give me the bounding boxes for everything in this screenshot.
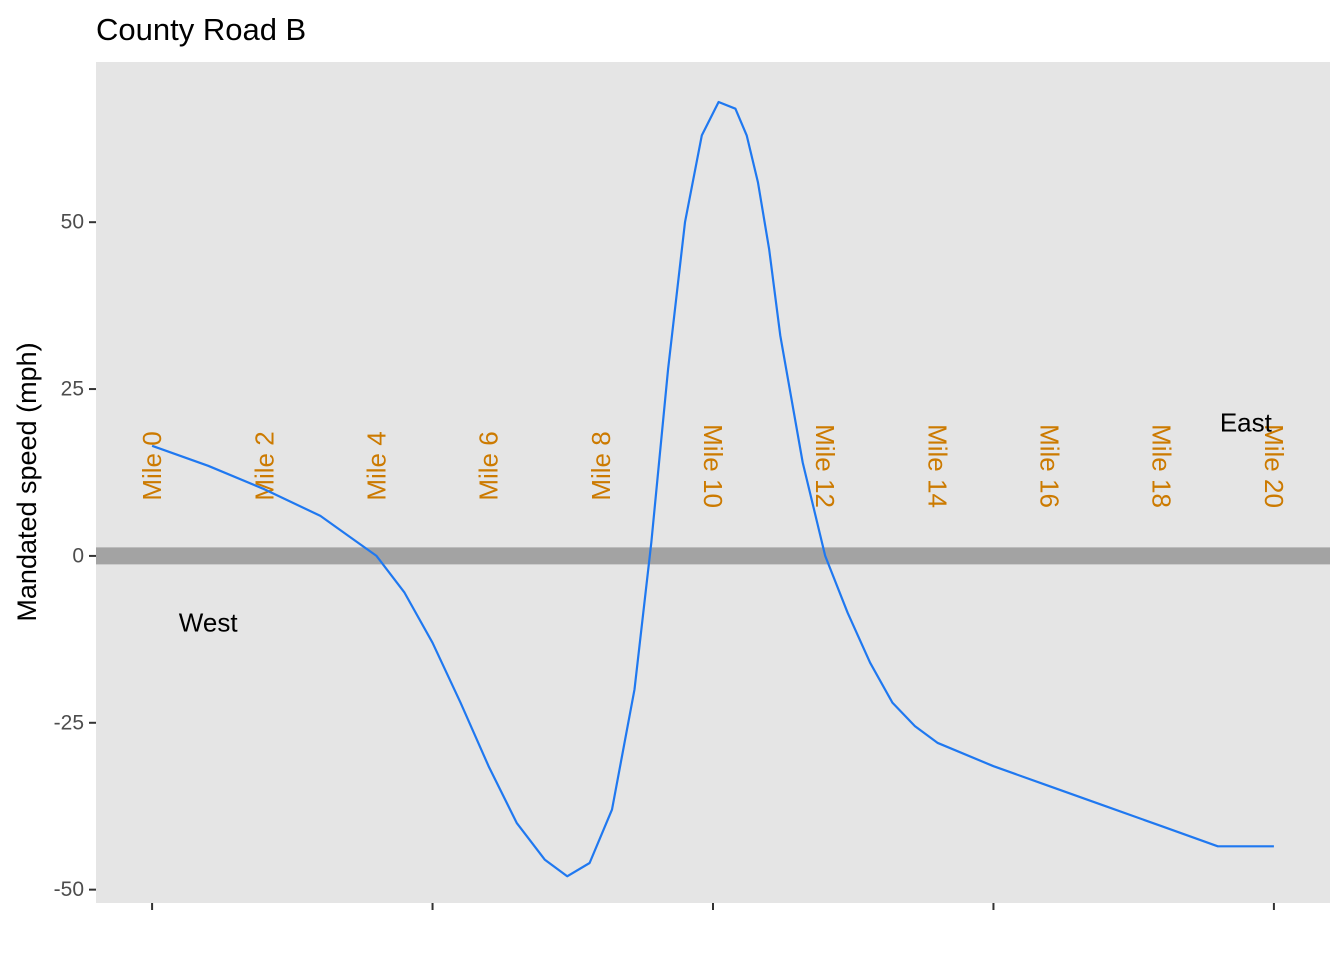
mile-label: Mile 10 [698, 424, 728, 508]
mile-labels-layer: Mile 0 Mile 2 Mile 4 Mile 6 Mile 8 Mile 10 Mil… [137, 424, 1289, 508]
y-tick-label: 0 [72, 544, 84, 567]
y-tick-label: -50 [54, 878, 84, 901]
y-tick-label: -25 [54, 711, 84, 734]
y-tick-label: 50 [61, 211, 84, 234]
plot-panel [96, 62, 1330, 903]
mile-label: Mile 12 [810, 424, 840, 508]
mile-label: Mile 14 [922, 424, 952, 508]
direction-labels-layer: West East [179, 407, 1273, 637]
y-axis-title: Mandated speed (mph) [12, 342, 42, 621]
mile-label: Mile 20 [1259, 424, 1289, 508]
mile-label: Mile 6 [474, 431, 504, 500]
series-line-layer [151, 100, 1274, 878]
mile-label: Mile 0 [137, 431, 167, 500]
y-tick-label: 25 [61, 378, 84, 401]
mile-label: Mile 4 [361, 431, 391, 500]
series-line [151, 100, 1274, 878]
x-axis [151, 903, 1275, 910]
y-axis: -50 -25 0 25 50 [54, 211, 96, 901]
west-label: West [179, 608, 239, 638]
chart-title: County Road B [96, 12, 306, 47]
mile-label: Mile 8 [586, 431, 616, 500]
mile-label: Mile 16 [1035, 424, 1065, 508]
east-label: East [1220, 407, 1273, 437]
mile-label: Mile 18 [1147, 424, 1177, 508]
